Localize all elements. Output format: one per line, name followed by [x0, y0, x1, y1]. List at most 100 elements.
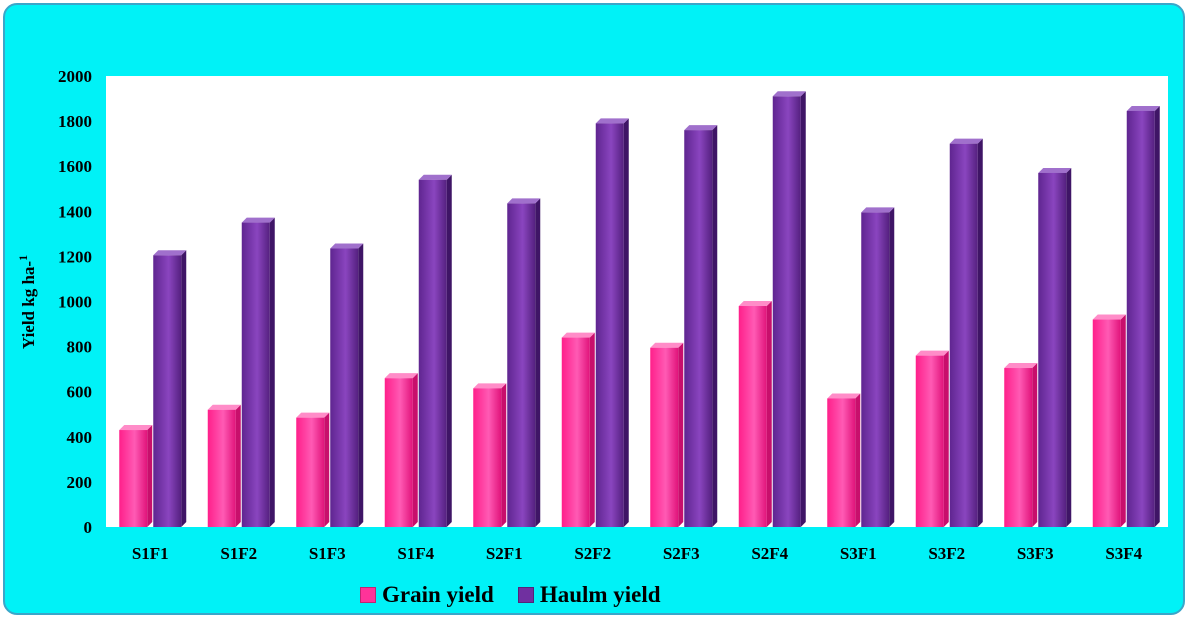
bar-haulm-yield-s3f2 [949, 138, 983, 527]
bar-top [296, 412, 330, 418]
bar-top [595, 118, 629, 124]
legend-label-grain-yield: Grain yield [382, 582, 494, 607]
x-tick-label: S2F1 [486, 544, 523, 563]
bar-haulm-yield-s1f2 [241, 217, 275, 527]
bar-top [684, 125, 718, 131]
y-tick-label: 2000 [58, 67, 92, 86]
y-tick-label: 200 [67, 473, 93, 492]
bar-top [507, 198, 541, 204]
bar-grain-yield-s2f1 [473, 383, 507, 527]
bar-top [650, 342, 684, 348]
bar-side [147, 425, 153, 527]
bar-top [330, 243, 364, 249]
bar-front [772, 96, 801, 528]
bar-front [384, 378, 413, 527]
x-tick-label: S2F2 [574, 544, 611, 563]
bar-front [296, 417, 325, 527]
bar-top [1004, 363, 1038, 369]
bar-front [861, 212, 890, 528]
bar-grain-yield-s3f2 [915, 350, 949, 527]
bar-front [418, 179, 447, 528]
bar-haulm-yield-s1f3 [330, 243, 364, 527]
bar-front [827, 398, 856, 527]
bar-haulm-yield-s1f4 [418, 174, 452, 528]
x-tick-label: S3F4 [1105, 544, 1142, 563]
bar-grain-yield-s1f2 [207, 404, 241, 527]
legend-item-haulm-yield: Haulm yield [517, 582, 661, 608]
bar-top [1092, 314, 1126, 320]
bar-grain-yield-s2f3 [650, 342, 684, 527]
y-axis-label-main: Yield kg ha- [19, 261, 38, 350]
bar-side [501, 383, 507, 527]
bar-grain-yield-s2f2 [561, 332, 595, 527]
bar-top [772, 91, 806, 97]
bar-top [738, 301, 772, 307]
bar-side [446, 174, 452, 528]
bar-side [977, 138, 983, 527]
x-tick-label: S1F3 [309, 544, 346, 563]
x-tick-label: S1F1 [132, 544, 169, 563]
bar-side [855, 393, 861, 527]
bar-top [241, 217, 275, 223]
bar-top [119, 425, 153, 431]
bar-side [766, 301, 772, 527]
bar-front [561, 337, 590, 527]
bar-top [207, 404, 241, 410]
bar-grain-yield-s3f3 [1004, 363, 1038, 527]
legend-swatch-grain-yield [360, 587, 376, 603]
bar-haulm-yield-s2f2 [595, 118, 629, 527]
bar-side [358, 243, 364, 527]
bar-front [738, 306, 767, 527]
bar-top [1038, 167, 1072, 173]
y-axis-label-superscript: 1 [16, 255, 30, 261]
bar-top [861, 207, 895, 213]
bar-side [800, 91, 806, 528]
y-tick-label: 800 [67, 338, 93, 357]
legend-item-grain-yield: Grain yield [360, 582, 494, 608]
y-tick-label: 1200 [58, 247, 92, 266]
bar-top [1126, 105, 1160, 111]
x-tick-label: S3F3 [1017, 544, 1054, 563]
bar-side [412, 373, 418, 527]
bar-haulm-yield-s3f4 [1126, 105, 1160, 527]
x-tick-label: S1F2 [220, 544, 257, 563]
bar-grain-yield-s3f4 [1092, 314, 1126, 527]
bar-front [330, 248, 359, 527]
legend-swatch-haulm-yield [517, 587, 534, 603]
bar-top [384, 373, 418, 379]
bar-top [827, 393, 861, 399]
bar-side [589, 332, 595, 527]
bar-front [207, 409, 236, 527]
bar-grain-yield-s1f3 [296, 412, 330, 527]
bar-front [1092, 319, 1121, 527]
bar-side [1066, 167, 1072, 527]
bar-front [1004, 368, 1033, 527]
bar-haulm-yield-s2f4 [772, 91, 806, 528]
bar-haulm-yield-s3f3 [1038, 167, 1072, 527]
legend: Grain yield Haulm yield [360, 582, 675, 608]
bar-side [678, 342, 684, 527]
y-tick-label: 400 [67, 428, 93, 447]
bar-top [418, 174, 452, 180]
y-tick-label: 1400 [58, 202, 92, 221]
bar-front [1038, 172, 1067, 527]
bar-haulm-yield-s2f1 [507, 198, 541, 527]
bar-top [915, 350, 949, 356]
bar-front [153, 255, 182, 527]
bar-front [1126, 110, 1155, 527]
bar-grain-yield-s3f1 [827, 393, 861, 527]
bar-front [241, 222, 270, 527]
bar-side [943, 350, 949, 527]
bar-side [269, 217, 275, 527]
y-tick-label: 600 [67, 383, 93, 402]
bar-front [119, 430, 148, 527]
bar-side [181, 250, 187, 527]
y-tick-label: 0 [84, 518, 93, 537]
y-tick-label: 1600 [58, 157, 92, 176]
bar-top [153, 250, 187, 256]
x-tick-label: S3F2 [928, 544, 965, 563]
y-axis-label: Yield kg ha-1 [16, 255, 38, 349]
x-tick-label: S3F1 [840, 544, 877, 563]
bar-side [889, 207, 895, 528]
